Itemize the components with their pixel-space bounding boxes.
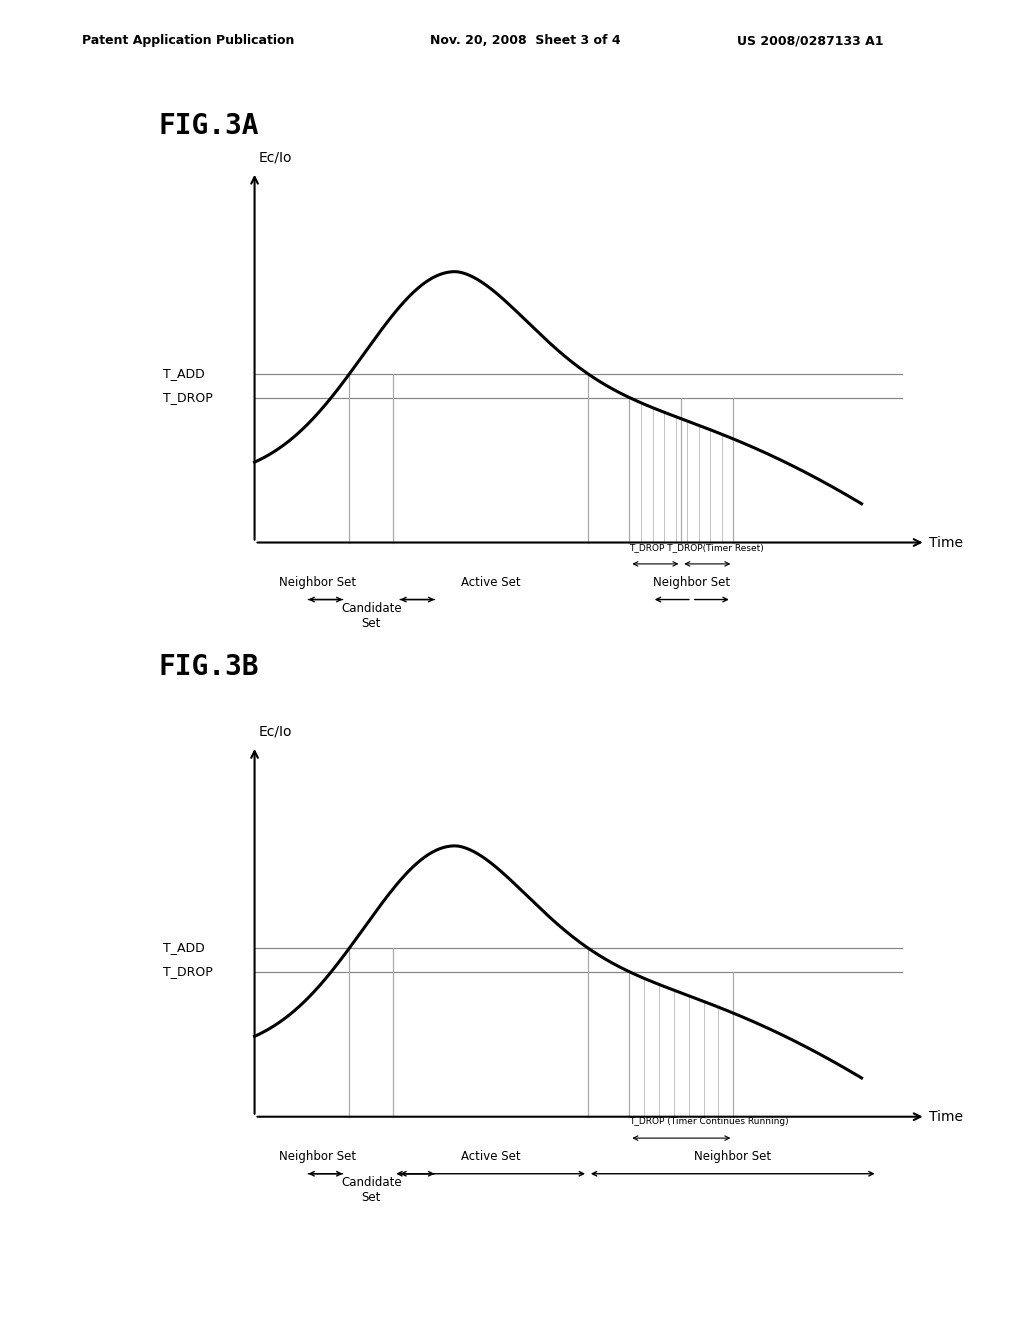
Text: Neighbor Set: Neighbor Set (653, 576, 730, 589)
Text: Neighbor Set: Neighbor Set (694, 1150, 771, 1163)
Text: FIG.3B: FIG.3B (159, 653, 259, 681)
Text: FIG.3A: FIG.3A (159, 112, 259, 140)
Text: Neighbor Set: Neighbor Set (279, 1150, 355, 1163)
Text: Nov. 20, 2008  Sheet 3 of 4: Nov. 20, 2008 Sheet 3 of 4 (430, 34, 621, 48)
Text: T_DROP: T_DROP (163, 965, 212, 978)
Text: Time: Time (930, 1110, 964, 1123)
Text: Neighbor Set: Neighbor Set (279, 576, 355, 589)
Text: Ec/Io: Ec/Io (258, 725, 292, 739)
Text: Ec/Io: Ec/Io (258, 150, 292, 165)
Text: T_DROP T_DROP(Timer Reset): T_DROP T_DROP(Timer Reset) (630, 543, 764, 552)
Text: US 2008/0287133 A1: US 2008/0287133 A1 (737, 34, 884, 48)
Text: T_DROP (Timer Continues Running): T_DROP (Timer Continues Running) (630, 1117, 790, 1126)
Text: Patent Application Publication: Patent Application Publication (82, 34, 294, 48)
Text: Active Set: Active Set (461, 1150, 520, 1163)
Text: Time: Time (930, 536, 964, 549)
Text: T_ADD: T_ADD (163, 367, 205, 380)
Text: T_ADD: T_ADD (163, 941, 205, 954)
Text: T_DROP: T_DROP (163, 391, 212, 404)
Text: Candidate
Set: Candidate Set (341, 1176, 401, 1204)
Text: Candidate
Set: Candidate Set (341, 602, 401, 630)
Text: Active Set: Active Set (461, 576, 520, 589)
